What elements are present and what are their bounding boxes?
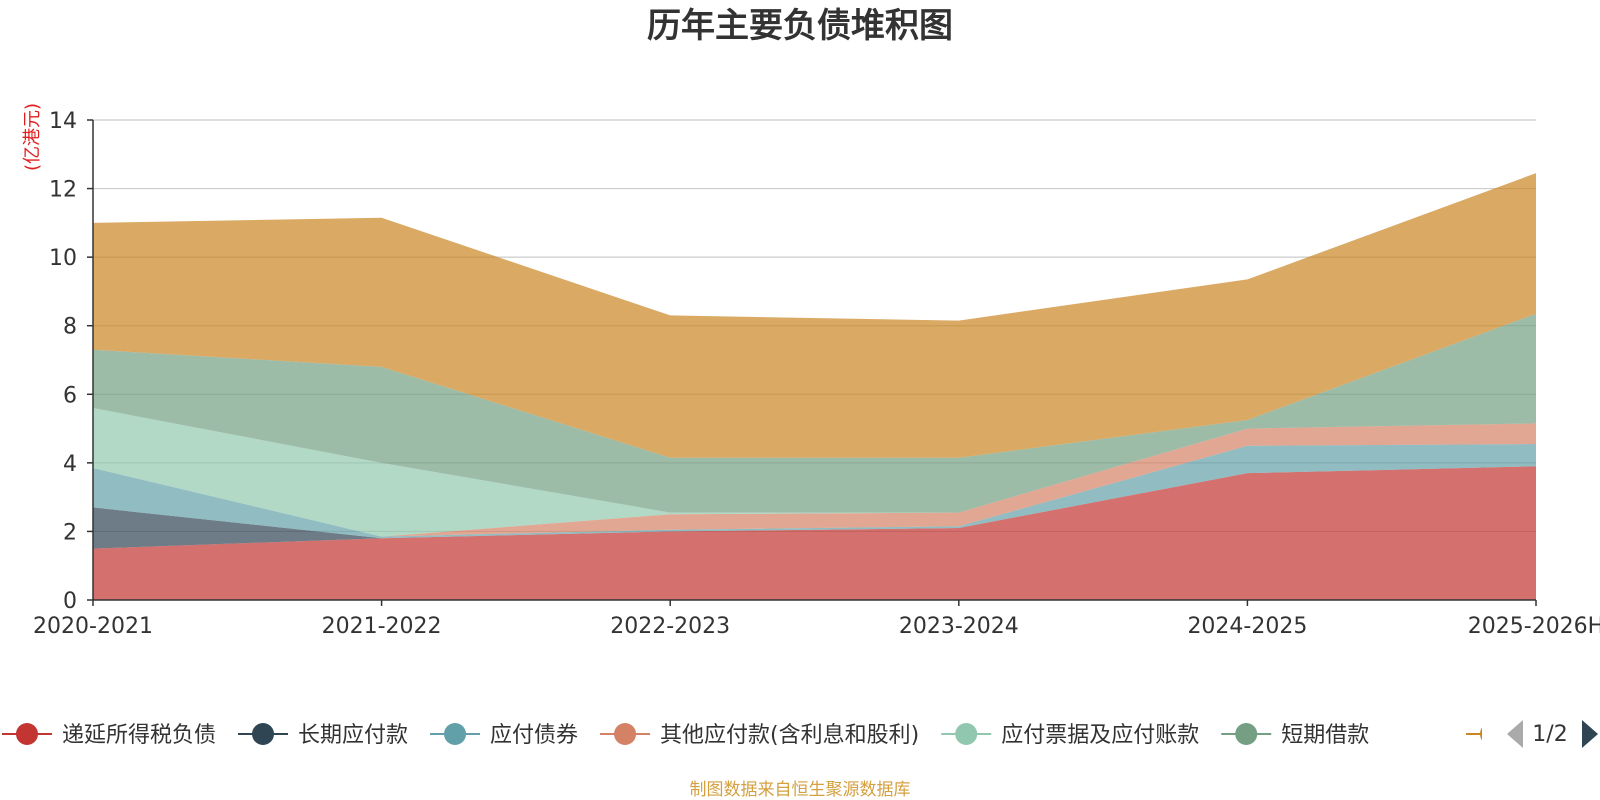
y-tick-label: 4: [63, 452, 77, 477]
legend-label: 长期应付款: [298, 723, 408, 748]
area-series-0: [93, 466, 1536, 600]
x-tick-label: 2023-2024: [899, 614, 1019, 639]
legend-pager: 1/2: [1507, 720, 1598, 748]
area-series-2: [93, 444, 1536, 539]
area-series-4: [93, 408, 1536, 537]
area-series-3: [93, 423, 1536, 537]
chart-title: 历年主要负债堆积图: [647, 6, 953, 46]
legend-marker-icon: [252, 723, 275, 745]
y-axis-unit-label: (亿港元): [22, 103, 43, 171]
legend-item[interactable]: 应付票据及应付账款: [941, 723, 1199, 748]
x-tick-label: 2020-2021: [33, 614, 153, 639]
y-tick-label: 2: [63, 520, 77, 545]
legend-marker-icon: [955, 723, 978, 745]
x-tick-label: 2021-2022: [322, 614, 442, 639]
legend: 递延所得税负债 长期应付款 应付债券 其他应付款(含利息和股利) 应付票据及应付账款 短期…: [2, 723, 1516, 748]
legend-marker-icon: [444, 723, 467, 745]
legend-label: 递延所得税负债: [62, 723, 216, 748]
y-tick-label: 8: [63, 315, 77, 340]
legend-label: 短期借款: [1281, 723, 1369, 748]
x-axis-ticks: 2020-2021 2021-2022 2022-2023 2023-2024 2024…: [33, 600, 1600, 639]
y-tick-label: 12: [49, 178, 77, 203]
area-series-5: [93, 313, 1536, 513]
y-axis-ticks: 0 2 4 6 8 10 12 14: [49, 109, 93, 614]
y-tick-label: 6: [63, 383, 77, 408]
legend-item[interactable]: 应付债券: [430, 723, 578, 748]
y-tick-label: 14: [49, 109, 77, 134]
y-tick-label: 10: [49, 246, 77, 271]
legend-label: 应付票据及应付账款: [1001, 723, 1199, 748]
data-source-note: 制图数据来自恒生聚源数据库: [690, 780, 911, 800]
legend-item[interactable]: 短期借款: [1221, 723, 1369, 748]
legend-item[interactable]: 递延所得税负债: [2, 723, 216, 748]
legend-item-truncated[interactable]: [1466, 723, 1516, 745]
legend-marker-icon: [16, 723, 38, 745]
legend-item[interactable]: 其他应付款(含利息和股利): [600, 723, 919, 748]
axes: [92, 120, 1536, 601]
area-series: [93, 173, 1536, 600]
area-series-6: [93, 173, 1536, 458]
legend-label: 应付债券: [490, 723, 578, 748]
legend-marker-icon: [614, 723, 637, 745]
legend-page-indicator: 1/2: [1532, 722, 1567, 747]
legend-marker-icon: [1235, 723, 1258, 745]
x-tick-label: 2022-2023: [610, 614, 730, 639]
area-series-1: [93, 466, 1536, 549]
legend-next-page-icon[interactable]: [1582, 720, 1598, 748]
x-tick-label: 2024-2025: [1187, 614, 1307, 639]
y-tick-label: 0: [63, 589, 77, 614]
legend-prev-page-icon[interactable]: [1507, 720, 1523, 748]
legend-label: 其他应付款(含利息和股利): [660, 723, 919, 748]
x-tick-label: 2025-2026H: [1468, 614, 1600, 639]
legend-marker-icon: [1480, 727, 1482, 741]
legend-item[interactable]: 长期应付款: [238, 723, 408, 748]
